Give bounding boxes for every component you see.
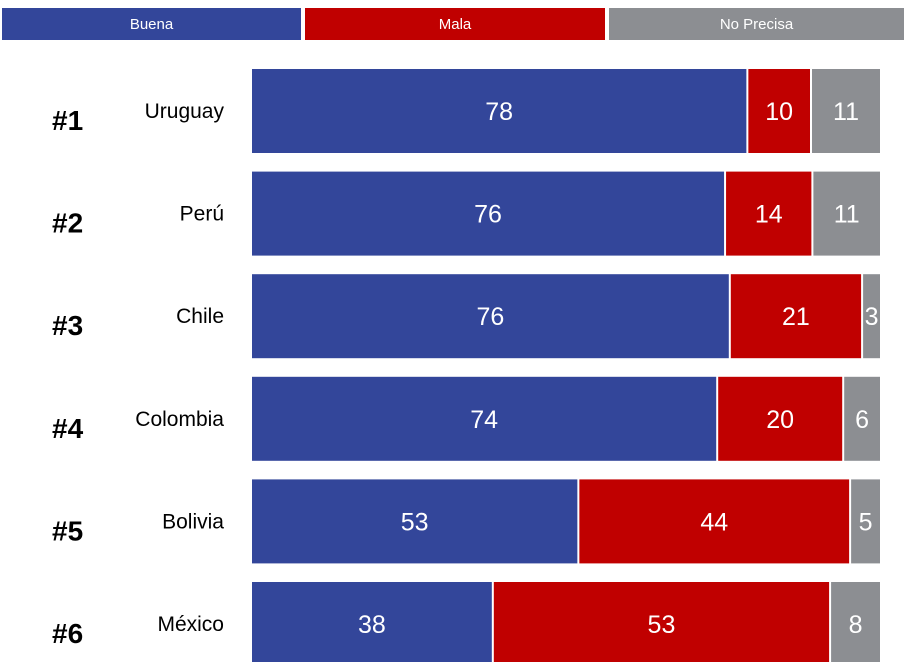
legend-label-no-precisa: No Precisa: [719, 15, 794, 33]
category-label-colombia: Colombia: [135, 408, 224, 431]
data-label-buena-mexico: 38: [358, 611, 386, 639]
data-label-buena-peru: 76: [474, 201, 502, 229]
bar-no-precisa-uruguay: [812, 69, 880, 153]
bar-buena-colombia: [252, 376, 717, 461]
bar-buena-peru: [252, 171, 725, 256]
bar-buena-uruguay: [252, 69, 747, 153]
data-label-mala-mexico: 53: [648, 611, 676, 639]
rank-label: #3: [52, 310, 83, 341]
bar-buena-mexico: [252, 582, 492, 662]
data-label-no-precisa-peru: 11: [834, 201, 860, 229]
data-label-no-precisa-colombia: 6: [855, 406, 869, 434]
data-label-mala-uruguay: 10: [765, 98, 793, 126]
bar-mala-uruguay: [748, 69, 810, 153]
bar-mala-peru: [726, 171, 812, 256]
data-label-no-precisa-uruguay: 11: [833, 98, 859, 126]
legend-item-no-precisa: No Precisa: [609, 8, 904, 40]
rank-label: #4: [52, 413, 84, 444]
rank-label: #1: [52, 105, 83, 136]
category-label-chile: Chile: [176, 305, 224, 328]
category-label-mexico: México: [157, 613, 224, 636]
data-label-no-precisa-chile: 3: [865, 303, 879, 331]
data-label-mala-chile: 21: [782, 303, 810, 331]
data-label-mala-peru: 14: [755, 201, 783, 229]
data-label-mala-colombia: 20: [766, 406, 794, 434]
legend: Buena Mala No Precisa: [0, 0, 904, 40]
bar-no-precisa-chile: [863, 274, 880, 359]
bar-mala-chile: [730, 274, 862, 359]
rank-label: #2: [52, 208, 83, 239]
category-label-peru: Perú: [180, 203, 224, 226]
bar-no-precisa-bolivia: [851, 479, 880, 564]
legend-label-buena: Buena: [129, 15, 174, 33]
bar-buena-bolivia: [252, 479, 578, 564]
legend-label-mala: Mala: [438, 15, 472, 33]
rank-label: #6: [52, 618, 83, 649]
bar-no-precisa-colombia: [844, 376, 880, 461]
bar-no-precisa-mexico: [831, 582, 880, 662]
data-label-buena-uruguay: 78: [485, 98, 513, 126]
data-label-buena-chile: 76: [476, 303, 504, 331]
category-label-uruguay: Uruguay: [145, 100, 225, 123]
bar-mala-mexico: [493, 582, 830, 662]
data-label-buena-colombia: 74: [470, 406, 498, 434]
category-label-bolivia: Bolivia: [162, 510, 224, 533]
bar-buena-chile: [252, 274, 729, 359]
bar-mala-colombia: [718, 376, 843, 461]
data-label-no-precisa-mexico: 8: [849, 611, 863, 639]
data-label-buena-bolivia: 53: [401, 508, 429, 536]
legend-item-buena: Buena: [2, 8, 301, 40]
rank-label: #5: [52, 515, 83, 546]
data-label-no-precisa-bolivia: 5: [859, 508, 873, 536]
bar-no-precisa-peru: [813, 171, 880, 256]
legend-item-mala: Mala: [305, 8, 605, 40]
data-label-mala-bolivia: 44: [700, 508, 728, 536]
bar-mala-bolivia: [579, 479, 850, 564]
